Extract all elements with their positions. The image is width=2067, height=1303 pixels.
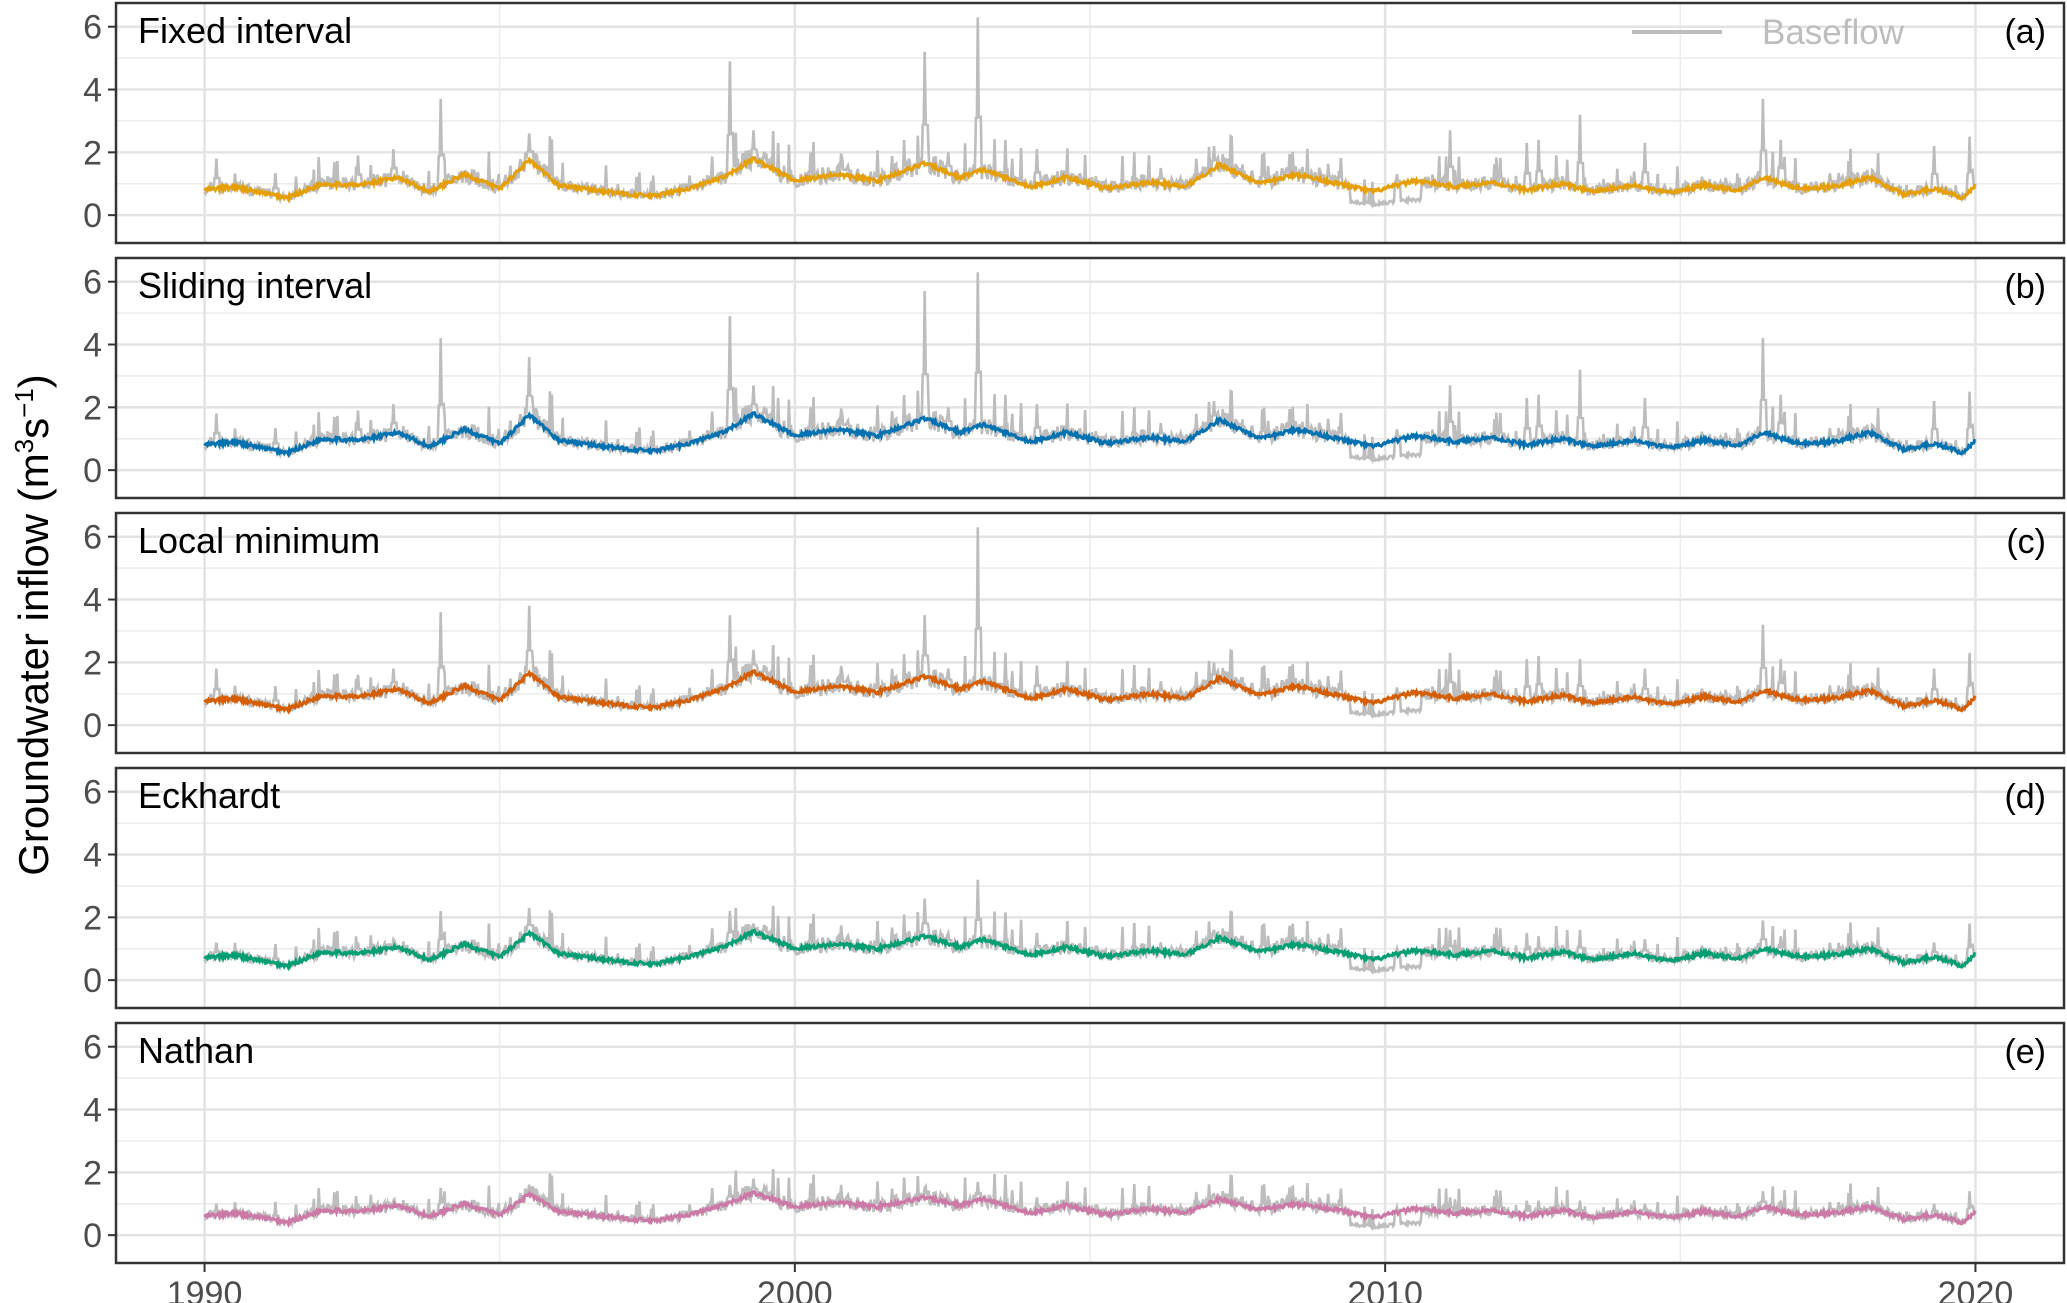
baseflow-line (203, 928, 1976, 972)
y-tick-label: 6 (83, 9, 102, 47)
baseflow-line (203, 155, 1977, 204)
x-tick-label: 2000 (757, 1275, 833, 1303)
y-tick-label: 2 (83, 899, 102, 937)
y-tick-label: 0 (83, 197, 102, 235)
y-tick-label: 4 (83, 582, 102, 620)
y-tick-label: 4 (83, 1092, 102, 1130)
panel-tag: (a) (2004, 13, 2046, 51)
panel-local: 0 2 4 6 Local minimum (c) (83, 511, 2066, 755)
y-tick-label: 6 (83, 1029, 102, 1067)
panel-eckhardt: 0 2 4 6 Eckhardt (d) (83, 766, 2066, 1010)
x-tick-label: 2010 (1347, 1275, 1423, 1303)
legend: Baseflow (1632, 13, 1905, 52)
baseflow-line (203, 668, 1977, 715)
y-tick-label: 0 (83, 962, 102, 1000)
y-tick-label: 6 (83, 519, 102, 557)
baseflow-line (203, 410, 1977, 459)
panel-title: Eckhardt (138, 775, 280, 816)
y-tick-label: 2 (83, 134, 102, 172)
panel-fixed: 0 2 4 6 Fixed interval (a) Baseflow (83, 1, 2066, 245)
y-tick-label: 2 (83, 644, 102, 682)
y-tick-label: 6 (83, 264, 102, 302)
panel-tag: (c) (2006, 523, 2046, 561)
panel-tag: (e) (2004, 1033, 2046, 1071)
y-tick-label: 4 (83, 837, 102, 875)
panel-tag: (d) (2004, 778, 2046, 816)
panel-title: Nathan (138, 1030, 254, 1071)
panel-border (114, 511, 2066, 755)
y-tick-label: 2 (83, 389, 102, 427)
panel-tag: (b) (2004, 268, 2046, 306)
panel-border (114, 766, 2066, 1010)
panel-border (114, 1021, 2066, 1265)
panel-title: Local minimum (138, 520, 380, 561)
panel-sliding: 0 2 4 6 Sliding interval (b) (83, 256, 2066, 500)
panel-nathan: 0 2 4 6 Nathan (e) (83, 1021, 2066, 1265)
y-tick-label: 6 (83, 774, 102, 812)
panel-title: Fixed interval (138, 10, 352, 51)
y-tick-label: 0 (83, 707, 102, 745)
baseflow-line (203, 1189, 1977, 1228)
panel-border (114, 1, 2066, 245)
y-tick-label: 0 (83, 452, 102, 490)
y-tick-label: 4 (83, 72, 102, 110)
y-tick-label: 0 (83, 1217, 102, 1255)
panel-border (114, 256, 2066, 500)
panel-title: Sliding interval (138, 265, 372, 306)
legend-label-baseflow: Baseflow (1762, 13, 1905, 52)
x-tick-label: 2020 (1938, 1275, 2014, 1303)
y-tick-label: 2 (83, 1154, 102, 1192)
y-axis-title: Groundwater inflow (m3s−1) (9, 374, 57, 876)
y-tick-label: 4 (83, 327, 102, 365)
x-tick-label: 1990 (167, 1275, 243, 1303)
